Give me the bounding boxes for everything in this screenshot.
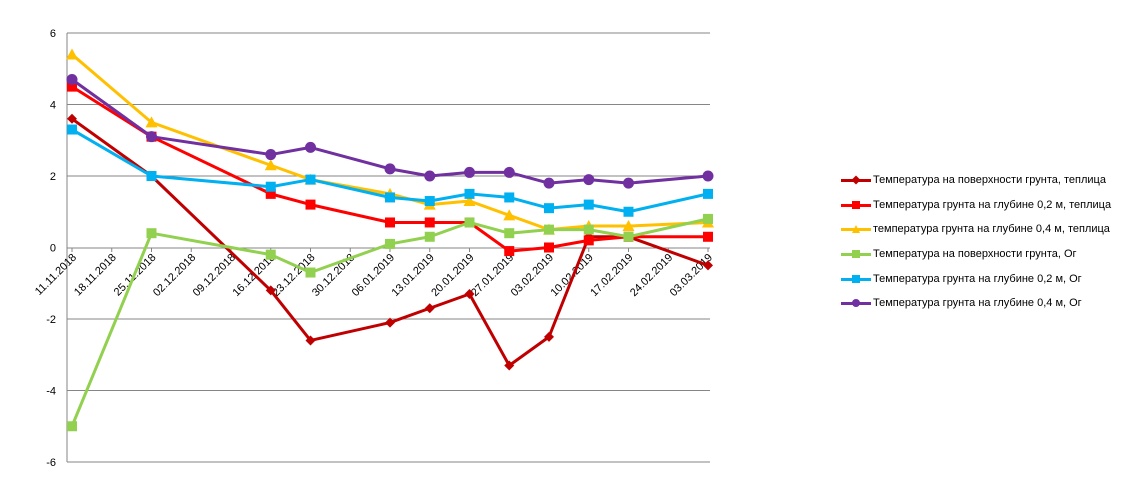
data-point — [385, 192, 395, 203]
series-4 — [67, 213, 713, 432]
data-point — [146, 228, 157, 239]
y-axis-tick-labels: -6 -4 -2 0 2 4 6 — [46, 28, 56, 469]
data-point — [464, 217, 475, 228]
data-point — [583, 199, 594, 210]
data-point — [702, 170, 714, 182]
data-point — [67, 124, 77, 135]
y-tick-label: -4 — [46, 386, 56, 398]
legend-key-icon — [841, 175, 871, 185]
legend-item: Температура грунта на глубине 0,4 м, Ог — [841, 291, 1146, 316]
data-point — [265, 249, 276, 260]
legend-label: Температура грунта на глубине 0,4 м, Ог — [873, 297, 1082, 310]
data-point — [544, 331, 554, 342]
data-point — [67, 421, 77, 432]
data-point — [424, 303, 435, 314]
legend-key-icon — [841, 274, 871, 284]
data-point — [265, 285, 276, 296]
data-point — [67, 81, 77, 92]
legend-label: температура грунта на глубине 0,4 м, теп… — [873, 223, 1110, 236]
legend-label: Температура грунта на глубине 0,2 м, Ог — [873, 272, 1082, 285]
data-point — [703, 231, 713, 242]
legend-item: Температура на поверхности грунта, Ог — [841, 242, 1146, 267]
series-5 — [67, 124, 713, 217]
y-tick-label: -2 — [46, 314, 56, 326]
data-point — [146, 171, 157, 181]
data-point — [385, 317, 395, 328]
data-point — [305, 199, 316, 210]
data-point — [424, 231, 435, 242]
data-point — [703, 188, 713, 199]
data-point — [66, 73, 78, 85]
legend-label: Температура грунта на глубине 0,2 м, теп… — [873, 198, 1112, 211]
series-6 — [66, 73, 714, 189]
series-line — [70, 52, 710, 232]
data-point — [305, 335, 316, 346]
data-point — [145, 116, 158, 128]
data-point — [623, 231, 634, 242]
data-point — [305, 141, 316, 153]
data-point — [146, 131, 157, 143]
data-point — [424, 170, 436, 182]
data-point — [543, 177, 555, 189]
data-point — [385, 238, 395, 249]
data-point — [504, 246, 515, 257]
data-point — [504, 360, 515, 371]
data-point — [504, 192, 515, 203]
data-point — [544, 224, 554, 235]
gridlines — [67, 32, 710, 463]
y-tick-label: -6 — [46, 457, 56, 469]
legend-label: Температура на поверхности грунта, Ог — [873, 248, 1077, 261]
legend-key-icon — [841, 298, 871, 308]
data-point — [265, 188, 276, 199]
legend-key-icon — [841, 200, 871, 210]
data-point — [424, 196, 435, 207]
data-point — [264, 159, 277, 171]
data-point — [623, 206, 634, 217]
legend-item: температура грунта на глубине 0,4 м, теп… — [841, 217, 1146, 242]
legend-key-icon — [841, 224, 871, 234]
data-point — [503, 166, 515, 178]
data-point — [305, 267, 316, 278]
data-point — [265, 181, 276, 192]
data-point — [464, 288, 475, 299]
y-tick-label: 0 — [50, 243, 56, 255]
data-point — [265, 149, 277, 161]
data-point — [424, 217, 435, 228]
data-point — [622, 220, 635, 232]
data-point — [583, 174, 595, 186]
data-point — [703, 260, 713, 271]
data-point — [67, 113, 77, 124]
series-line — [70, 77, 710, 185]
legend: Температура на поверхности грунта, тепли… — [841, 168, 1146, 316]
data-point — [504, 228, 515, 239]
legend-label: Температура на поверхности грунта, тепли… — [873, 174, 1106, 187]
series-group — [66, 48, 714, 432]
legend-item: Температура на поверхности грунта, тепли… — [841, 168, 1146, 193]
legend-item: Температура грунта на глубине 0,2 м, теп… — [841, 193, 1146, 218]
data-point — [464, 188, 475, 199]
data-point — [703, 213, 713, 224]
y-tick-label: 4 — [50, 100, 56, 112]
data-point — [583, 224, 594, 235]
data-point — [66, 48, 78, 60]
data-point — [503, 209, 516, 221]
data-point — [384, 163, 396, 175]
data-point — [544, 203, 554, 214]
data-point — [583, 235, 594, 246]
data-point — [305, 174, 316, 185]
data-point — [623, 177, 634, 189]
series-line — [70, 128, 710, 214]
y-tick-label: 2 — [50, 171, 56, 183]
series-line — [70, 217, 710, 428]
data-point — [463, 195, 476, 207]
legend-key-icon — [841, 249, 871, 259]
legend-item: Температура грунта на глубине 0,2 м, Ог — [841, 266, 1146, 291]
series-line — [70, 117, 710, 367]
y-tick-label: 6 — [50, 28, 56, 40]
data-point — [385, 217, 395, 228]
data-point — [464, 166, 475, 178]
data-point — [544, 242, 554, 253]
